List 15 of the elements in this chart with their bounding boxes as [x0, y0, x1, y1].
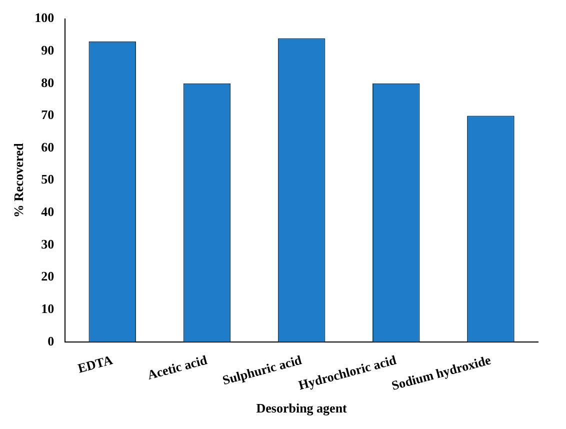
y-tick-label: 80 [41, 74, 54, 90]
y-tick-label: 30 [41, 236, 54, 252]
y-tick-label: 50 [41, 172, 54, 187]
x-axis-title: Desorbing agent [256, 400, 348, 416]
x-tick-label: EDTA [76, 352, 115, 376]
y-tick-label: 90 [41, 42, 54, 58]
y-tick-label: 0 [48, 333, 54, 348]
y-tick-label: 60 [41, 139, 54, 154]
y-tick-label: 40 [41, 204, 54, 220]
y-tick-label: 70 [41, 107, 54, 122]
y-tick-label: 100 [34, 10, 54, 26]
x-tick-label: Acetic acid [146, 352, 210, 382]
y-tick-label: 10 [41, 300, 54, 316]
y-tick-label: 20 [41, 268, 54, 284]
y-axis-title: % Recovered [11, 142, 26, 218]
